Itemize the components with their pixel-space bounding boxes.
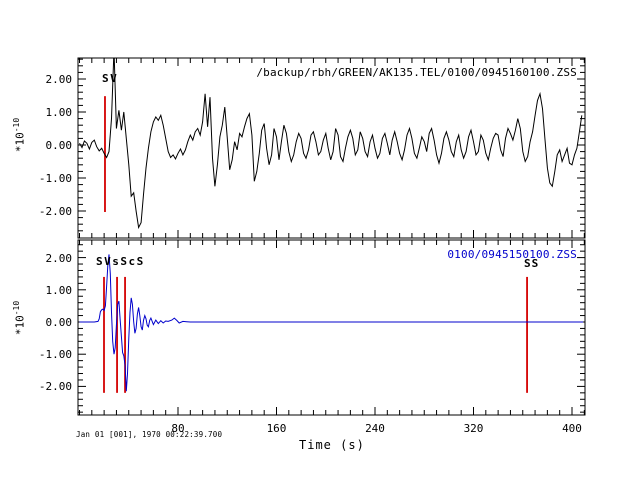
y-axis-mantissa: *10 [13,132,27,153]
top-trace [79,58,583,230]
y-tick-label-top: 0.00 [45,139,73,152]
observed-file-title: /backup/rbh/GREEN/AK135.TEL/0100/0945160… [256,66,577,79]
y-tick-label-top: -2.00 [38,205,72,218]
y-tick-label-top: 1.00 [45,106,73,119]
bottom-panel-frame [77,239,586,416]
x-tick-label: 320 [463,422,484,435]
synthetic-file-title: 0100/0945150100.ZSS [447,248,577,261]
y-axis-exponent: -10 [12,300,21,316]
y-axis-title-bottom: *10-10 [12,273,27,363]
y-tick-label-bottom: 0.00 [45,316,73,329]
phase-label-ss: SS [524,257,540,270]
phase-label-sv-top: SV [102,72,119,85]
phase-label-group-bottom: SVsScS [96,255,145,268]
trace-start-timestamp: Jan 01 [001], 1970 00:22:39.700 [76,430,223,439]
bottom-panel [77,239,586,416]
y-axis-exponent: -10 [12,117,21,133]
y-tick-label-bottom: -2.00 [38,380,72,394]
x-tick-label: 240 [365,422,385,435]
y-tick-label-bottom: -1.00 [38,348,72,362]
bottom-trace [79,254,584,392]
y-axis-title-top: *10-10 [12,90,27,180]
y-axis-mantissa: *10 [13,315,27,336]
y-tick-label-top: 2.00 [45,73,73,86]
x-tick-label: 400 [562,422,582,435]
y-tick-label-bottom: 2.00 [45,251,73,265]
y-tick-label-top: -1.00 [38,172,72,185]
x-tick-label: 80 [171,422,185,435]
x-tick-label: 160 [266,422,287,435]
top-panel-frame [77,57,586,239]
y-tick-label-bottom: 1.00 [45,283,73,297]
top-panel [77,57,586,239]
x-axis-title: Time (s) [299,438,365,452]
